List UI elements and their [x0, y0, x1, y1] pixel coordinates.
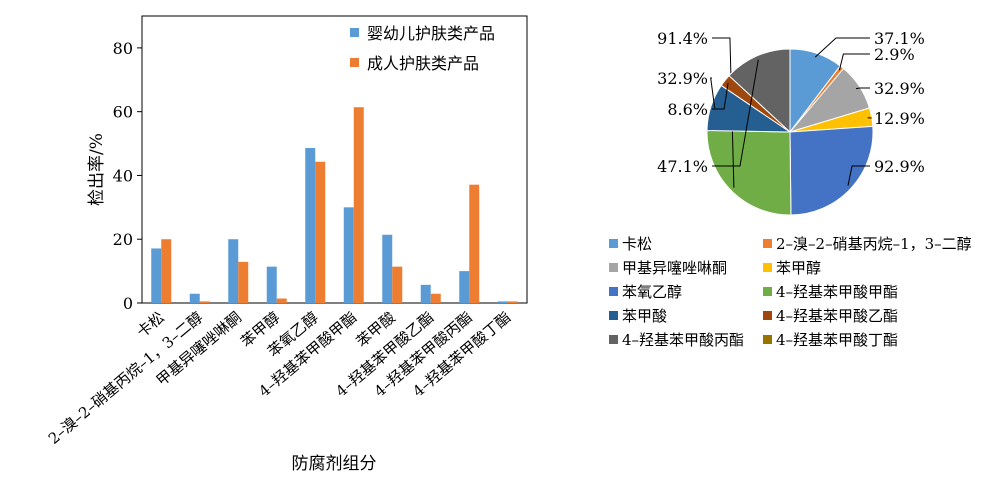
y-tick-label: 60 — [113, 103, 133, 122]
pie-leader-line — [847, 165, 870, 186]
pie-legend-swatch — [609, 239, 618, 248]
pie-slice-5 — [706, 129, 792, 216]
pie-legend-label: 苯甲酸 — [622, 307, 667, 325]
x-tick-label: 2–溴–2–硝基丙烷–1，3–二醇 — [45, 308, 206, 448]
y-tick-label: 80 — [113, 39, 133, 58]
pie-value-label: 32.9% — [657, 69, 708, 88]
plot-frame — [141, 15, 528, 304]
pie-legend-swatch — [609, 311, 618, 320]
pie-legend-swatch — [609, 287, 618, 296]
pie-legend-swatch — [763, 239, 772, 248]
bar-chart: 020406080卡松2–溴–2–硝基丙烷–1，3–二醇甲基异噻唑啉酮苯甲醇苯氧… — [45, 15, 528, 474]
y-tick-label: 0 — [123, 294, 133, 313]
pie-value-label: 0 — [698, 0, 708, 4]
pie-legend-label: 2–溴–2–硝基丙烷–1，3–二醇 — [776, 235, 972, 253]
bar-infant-3 — [266, 266, 277, 303]
pie-slice-8 — [728, 48, 791, 134]
pie-legend-label: 苯甲醇 — [776, 259, 821, 277]
bar-adult-2 — [238, 261, 249, 303]
bar-adult-9 — [507, 301, 518, 303]
pie-value-label: 47.1% — [657, 157, 708, 176]
x-axis-label: 防腐剂组分 — [292, 454, 377, 474]
pie-value-label: 92.9% — [874, 157, 925, 176]
bar-infant-6 — [382, 234, 393, 303]
bar-adult-4 — [315, 161, 326, 303]
pie-legend-label: 4–羟基苯甲酸甲酯 — [776, 283, 898, 301]
legend-swatch — [350, 58, 359, 67]
pie-value-label: 2.9% — [874, 45, 915, 64]
bar-adult-5 — [353, 107, 364, 303]
pie-leader-line — [838, 53, 870, 71]
pie-leader-line — [712, 59, 759, 167]
bar-infant-1 — [189, 293, 200, 303]
pie-legend-label: 4–羟基苯甲酸丙酯 — [622, 331, 744, 349]
y-axis-label: 检出率/% — [87, 133, 107, 206]
pie-value-label: 8.6% — [667, 100, 708, 119]
pie-legend-label: 4–羟基苯甲酸丁酯 — [776, 331, 898, 349]
pie-legend-label: 甲基异噻唑啉酮 — [622, 259, 727, 277]
pie-legend-label: 4–羟基苯甲酸乙酯 — [776, 307, 898, 325]
y-tick-label: 40 — [113, 166, 133, 185]
pie-legend-swatch — [763, 335, 772, 344]
pie-value-label: 37.1% — [874, 29, 925, 48]
pie-leader-line — [855, 87, 870, 90]
bar-infant-9 — [497, 301, 508, 303]
pie-legend-label: 苯氧乙醇 — [622, 283, 682, 301]
pie-chart: 37.1%2.9% 32.9% 12.9% 92.9% 91.4% 32.9% 8.6% 47… — [609, 0, 972, 349]
pie-slice-4 — [789, 125, 874, 216]
pie-legend-swatch — [763, 311, 772, 320]
bar-infant-2 — [228, 239, 239, 303]
pie-legend-swatch — [763, 287, 772, 296]
pie-value-label: 12.9% — [874, 109, 925, 128]
pie-leader-line — [712, 37, 735, 188]
bar-adult-8 — [469, 184, 480, 303]
bar-infant-4 — [305, 148, 316, 303]
bar-infant-8 — [459, 271, 470, 303]
pie-legend-swatch — [763, 263, 772, 272]
bar-infant-0 — [151, 248, 162, 303]
pie-value-label: 32.9% — [874, 79, 925, 98]
bar-adult-6 — [392, 266, 403, 303]
bar-infant-7 — [420, 284, 431, 303]
pie-legend-swatch — [609, 263, 618, 272]
legend-swatch — [350, 28, 359, 37]
bar-adult-0 — [161, 239, 172, 303]
bar-infant-5 — [343, 207, 354, 303]
pie-leader-line — [814, 37, 870, 58]
bar-adult-1 — [199, 301, 210, 303]
pie-leader-line — [710, 77, 716, 109]
bar-adult-7 — [430, 293, 441, 303]
pie-legend-swatch — [609, 335, 618, 344]
bar-adult-3 — [276, 298, 287, 303]
legend-label: 成人护肤类产品 — [367, 54, 479, 73]
pie-legend-label: 卡松 — [622, 235, 652, 253]
pie-leader-line — [712, 82, 729, 110]
pie-value-label: 91.4% — [657, 29, 708, 48]
legend-label: 婴幼儿护肤类产品 — [367, 24, 495, 43]
y-tick-label: 20 — [113, 230, 133, 249]
